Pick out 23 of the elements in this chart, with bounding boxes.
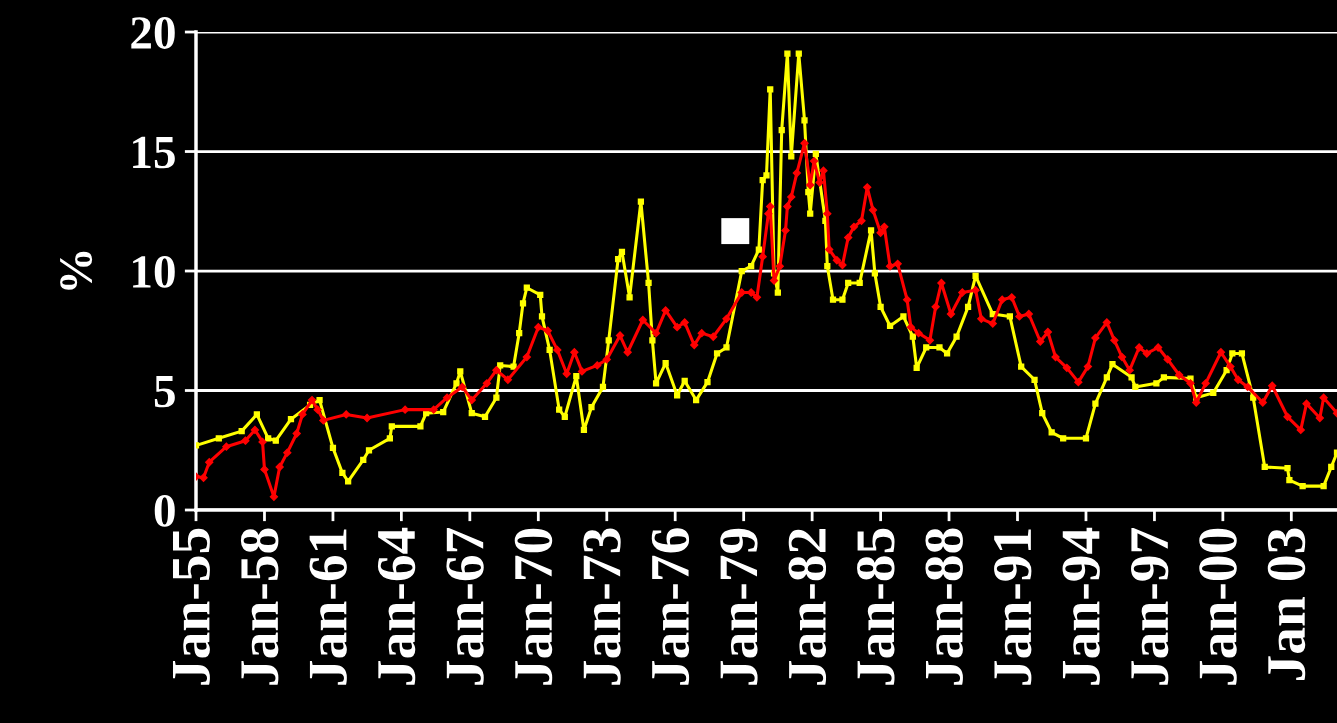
x-tick-label: Jan-79	[720, 528, 758, 685]
y-tick-label: 5	[154, 375, 175, 408]
x-tick-label: Jan-61	[309, 529, 347, 685]
x-tick-label: Jan 03	[1267, 528, 1306, 681]
x-tick-label: Jan-67	[446, 528, 484, 685]
x-tick-label: Jan-88	[925, 528, 963, 685]
x-tick-label: Jan-97	[1131, 528, 1169, 685]
y-tick-label: 15	[133, 136, 175, 169]
y-tick-label: 10	[133, 256, 175, 288]
x-tick-label: Jan-55	[172, 528, 210, 685]
x-tick-label: Jan-82	[788, 529, 827, 685]
x-tick-label: Jan-76	[651, 528, 690, 685]
x-tick-label: Jan-70	[514, 528, 553, 685]
x-tick-label: Jan-00	[1199, 528, 1237, 685]
x-tick-label: Jan-94	[1062, 527, 1100, 685]
x-tick-label: Jan-91	[994, 529, 1032, 685]
y-axis-title: %	[60, 251, 93, 290]
x-tick-label: Jan-58	[240, 528, 279, 685]
y-tick-label: 20	[131, 17, 175, 49]
y-tick-label: 0	[154, 494, 175, 527]
x-tick-label: Jan-85	[857, 528, 895, 685]
x-tick-label: Jan-64	[377, 527, 416, 685]
x-tick-label: Jan-73	[583, 528, 621, 685]
